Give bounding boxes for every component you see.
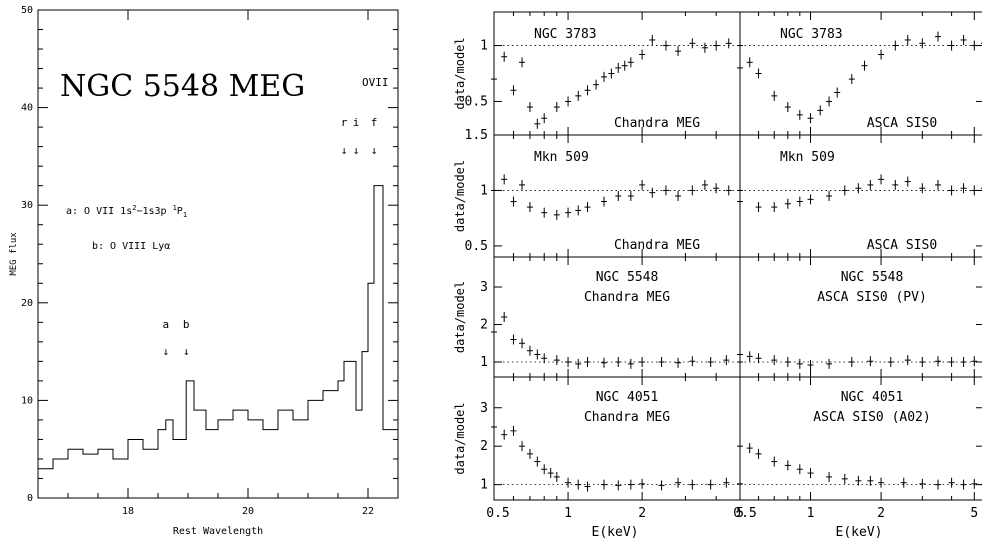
spectrum-x-tick-label: 22 [362, 506, 374, 517]
ratio-instrument-right: ASCA SIS0 [867, 238, 937, 253]
line-a-text: a: O VII 1s [66, 206, 132, 217]
ratio-instrument-left: Chandra MEG [614, 238, 700, 253]
line-a-superscript-1: 2 [132, 204, 136, 212]
spectrum-y-tick-label: 20 [21, 298, 33, 309]
marker-arrow-a: ↓ [162, 345, 169, 358]
marker-label-b: b [183, 318, 190, 331]
triplet-arrow-i: ↓ [353, 144, 360, 157]
ratio-y-tick-label: 1 [480, 183, 488, 198]
spectrum-y-tick-label: 40 [21, 103, 33, 114]
ratio-y-tick-label: 2 [480, 318, 488, 333]
line-a-middle: −1s3p [136, 206, 172, 217]
ratio-y-label: data/model [453, 37, 467, 109]
ratio-row-2: NGC 5548 Chandra MEG NGC 5548 ASCA SIS0 (PV… [453, 256, 982, 378]
spectrum-y-tick-label: 10 [21, 395, 33, 406]
ratio-row-3: NGC 4051 Chandra MEG NGC 4051 ASCA SIS0 (A0… [453, 376, 982, 501]
ratio-y-label: data/model [453, 281, 467, 353]
line-b-legend: b: O VIII Lyα [92, 241, 170, 252]
spectrum-x-label: Rest Wavelength [173, 526, 263, 537]
ion-label-ovii: OVII [362, 76, 389, 89]
spectrum-y-label: MEG flux [9, 232, 19, 276]
ratio-x-tick-label-left: 2 [638, 506, 646, 521]
ratio-x-tick-label-left: 5 [736, 506, 744, 521]
ratio-y-tick-label: 3 [480, 280, 488, 295]
line-a-term: P [177, 206, 183, 217]
ratio-panel-frame [739, 11, 982, 136]
ratio-object-name-left: NGC 4051 [596, 390, 659, 405]
spectrum-y-tick-label: 50 [21, 5, 33, 16]
ratio-y-tick-label: 1 [480, 478, 488, 493]
spectrum-panel: 0 10 20 30 40 50 18 20 22 NGC 5548 MEG OVII r ↓ i ↓… [9, 5, 399, 537]
ratio-x-tick-label-right: 5 [970, 506, 978, 521]
ratio-panel-frame [739, 376, 982, 501]
spectrum-x-tick-label: 18 [122, 506, 134, 517]
ratio-instrument-right: ASCA SIS0 [867, 116, 937, 131]
line-a-superscript-2: 1 [173, 204, 177, 212]
ratio-instrument-left: Chandra MEG [584, 290, 670, 305]
ratio-y-tick-label: 0.5 [465, 239, 488, 254]
triplet-labels: r ↓ i ↓ f ↓ [341, 116, 378, 157]
spectrum-axis-ticks: 0 10 20 30 40 50 18 20 22 [21, 5, 399, 517]
grid-x-label-right: E(keV) [836, 525, 883, 540]
marker-arrow-b: ↓ [183, 345, 190, 358]
spectrum-y-tick-label: 30 [21, 200, 33, 211]
line-a-legend: a: O VII 1s2−1s3p 1P1 [66, 204, 187, 219]
line-a-subscript: 1 [183, 211, 187, 219]
ratio-object-name-right: NGC 5548 [841, 270, 904, 285]
spectrum-line [38, 185, 399, 470]
triplet-label-r: r [341, 116, 348, 129]
ratio-y-tick-label: 1 [480, 355, 488, 370]
ratio-instrument-right: ASCA SIS0 (PV) [817, 290, 927, 305]
ratio-object-name-right: NGC 4051 [841, 390, 904, 405]
ratio-row-0: NGC 3783 Chandra MEG NGC 3783 ASCA SIS0 0.5 1… [453, 11, 982, 143]
ratio-object-name-left: Mkn 509 [534, 150, 589, 165]
ratio-x-tick-labels: 0.5 1 2 5 1 2 50.5 [486, 506, 978, 521]
ratio-x-tick-label-right-first: 0.5 [733, 506, 756, 521]
ratio-y-tick-label: 3 [480, 401, 488, 416]
spectrum-title: NGC 5548 MEG [60, 69, 305, 104]
ratio-grid: NGC 3783 Chandra MEG NGC 3783 ASCA SIS0 0.5 1… [453, 11, 982, 521]
ratio-x-tick-label-left: 1 [564, 506, 572, 521]
line-marker-labels: a ↓ b ↓ [162, 318, 189, 358]
marker-label-a: a [162, 318, 169, 331]
ratio-x-tick-label-right: 1 [807, 506, 815, 521]
ratio-y-tick-label: 2 [480, 439, 488, 454]
ratio-object-name-left: NGC 3783 [534, 27, 597, 42]
ratio-instrument-right: ASCA SIS0 (A02) [813, 410, 930, 425]
ratio-y-tick-label: 1 [480, 39, 488, 54]
spectrum-x-tick-label: 20 [242, 506, 254, 517]
triplet-arrow-f: ↓ [371, 144, 378, 157]
ratio-y-label: data/model [453, 402, 467, 474]
triplet-label-f: f [371, 116, 378, 129]
spectrum-y-tick-label: 0 [27, 493, 33, 504]
ratio-row-1: Mkn 509 Chandra MEG Mkn 509 ASCA SIS0 0.5 1 da… [453, 134, 982, 258]
ratio-panel-frame [739, 134, 982, 258]
ratio-y-tick-label-overlap: 1.5 [465, 128, 488, 143]
ratio-x-tick-label-right: 2 [877, 506, 885, 521]
triplet-arrow-r: ↓ [341, 144, 348, 157]
grid-x-label-left: E(keV) [592, 525, 639, 540]
ratio-object-name-right: NGC 3783 [780, 27, 843, 42]
ratio-object-name-right: Mkn 509 [780, 150, 835, 165]
ratio-object-name-left: NGC 5548 [596, 270, 659, 285]
ratio-instrument-left: Chandra MEG [614, 116, 700, 131]
ratio-y-tick-label: 0.5 [465, 94, 488, 109]
ratio-x-tick-label-left: 0.5 [486, 506, 509, 521]
ratio-y-label: data/model [453, 160, 467, 232]
triplet-label-i: i [353, 116, 360, 129]
ratio-instrument-left: Chandra MEG [584, 410, 670, 425]
